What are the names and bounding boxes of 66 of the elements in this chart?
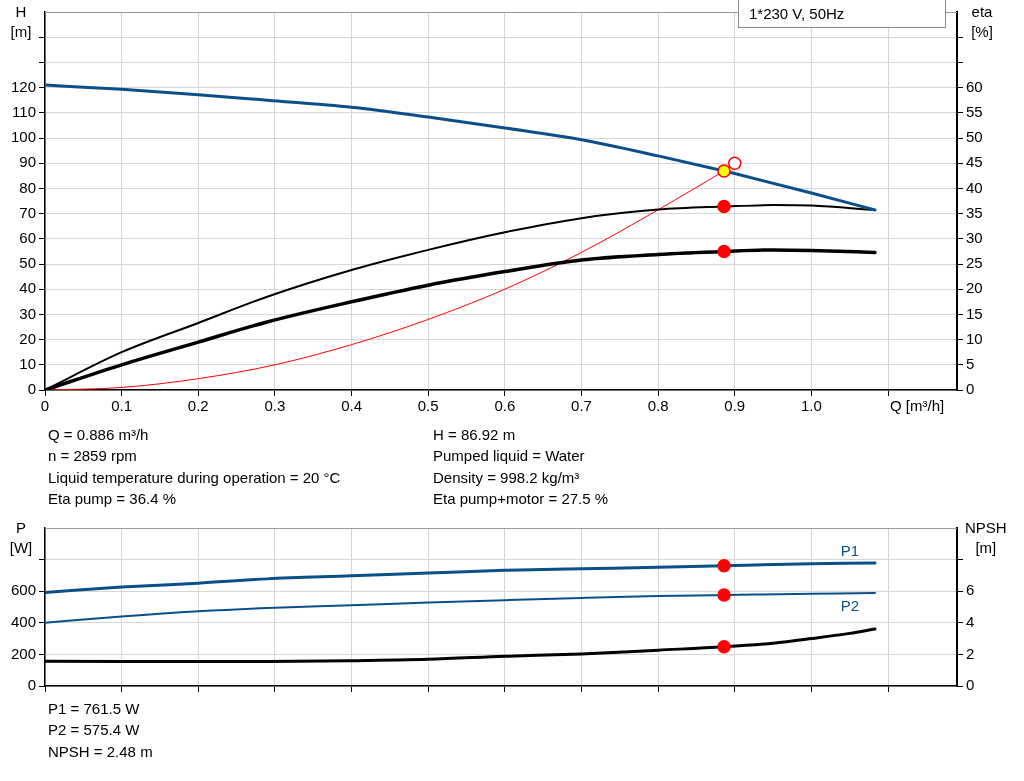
series-label: P1 <box>840 541 859 559</box>
y-tick-label: 50 <box>19 254 36 272</box>
y2-tick-label: 0 <box>966 380 975 398</box>
y2-tick-label: 50 <box>966 128 983 146</box>
text: n = 2859 rpm <box>48 446 138 467</box>
y2-tick-label: 60 <box>966 77 983 95</box>
y-tick-label: 120 <box>10 77 36 95</box>
text: P1 = 761.5 W <box>48 699 141 719</box>
x-tick-label: 0.4 <box>341 397 362 415</box>
y-tick-label: 200 <box>10 644 36 662</box>
y2-tick-label: 5 <box>966 354 975 372</box>
y2-tick-label: 6 <box>966 581 975 599</box>
line-series <box>45 561 877 594</box>
x-tick-label: 0.2 <box>187 397 209 415</box>
y2-tick-label: 25 <box>966 254 983 272</box>
y-axis-title: P [W] <box>8 518 34 558</box>
x-tick-label: 0.9 <box>724 397 746 415</box>
x-tick-label: 1.0 <box>800 397 822 415</box>
y2-tick-label: 10 <box>966 329 983 347</box>
y-tick-label: 70 <box>19 203 36 221</box>
y-tick-label: 40 <box>19 279 36 297</box>
y-tick-label: 90 <box>19 153 36 171</box>
line-series <box>45 83 877 212</box>
x-tick-label: 0.8 <box>647 397 669 415</box>
text: Eta pump = 36.4 % <box>48 488 177 509</box>
y2-tick-label: 45 <box>966 153 983 171</box>
y2-tick-label: 20 <box>966 279 983 297</box>
y2-tick-label: 30 <box>966 228 983 246</box>
y2-tick-label: 55 <box>966 102 983 120</box>
y2-tick-label: 15 <box>966 304 983 322</box>
text: Density = 998.2 kg/m³ <box>433 467 581 488</box>
caption-box: 1*230 V, 50Hz <box>738 0 946 28</box>
y-tick-label: 80 <box>19 178 36 196</box>
x-axis-title: Q [m³/h] <box>890 397 945 414</box>
y2-tick-label: 0 <box>966 676 975 694</box>
x-tick-label: 0.6 <box>494 397 516 415</box>
text: Q = 0.886 m³/h <box>48 425 150 445</box>
text: Liquid temperature during operation = 20 °C <box>48 467 342 488</box>
x-tick-label: 0.7 <box>571 397 592 415</box>
y-tick-label: 20 <box>19 329 36 347</box>
x-tick-label: 0.1 <box>111 397 133 415</box>
y2-tick-label: 2 <box>966 644 975 662</box>
text: P2 = 575.4 W <box>48 720 141 741</box>
y-tick-label: 0 <box>27 380 36 398</box>
text: Eta pump+motor = 27.5 % <box>433 488 609 509</box>
y-tick-label: 600 <box>10 581 36 599</box>
x-tick-label: 0.3 <box>264 397 286 415</box>
y2-tick-label: 40 <box>966 178 983 196</box>
text: H = 86.92 m <box>433 425 517 445</box>
series-label: P2 <box>840 596 859 614</box>
text: Pumped liquid = Water <box>433 446 586 467</box>
y-tick-label: 100 <box>10 128 36 146</box>
y-tick-label: 10 <box>19 354 36 372</box>
y2-tick-label: 4 <box>966 612 975 630</box>
y-tick-label: 0 <box>27 676 36 694</box>
y-tick-label: 30 <box>19 304 36 322</box>
y2-axis-title: NPSH [m] <box>965 518 1007 558</box>
y-tick-label: 110 <box>12 102 36 120</box>
x-tick-label: 0.5 <box>417 397 439 415</box>
y2-tick-label: 35 <box>966 203 983 221</box>
y-tick-label: 400 <box>10 612 36 630</box>
y-axis-title: H [m] <box>9 2 33 42</box>
text: NPSH = 2.48 m <box>48 741 153 762</box>
y2-axis-title: eta [%] <box>970 2 994 42</box>
y-tick-label: 60 <box>19 228 36 246</box>
x-tick-label: 0 <box>40 397 50 415</box>
